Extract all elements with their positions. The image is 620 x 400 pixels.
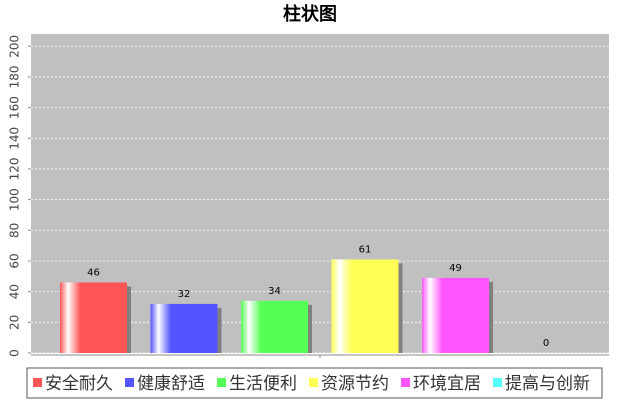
value-label: 32 bbox=[178, 289, 191, 300]
y-tick-label: 140 bbox=[8, 127, 22, 150]
bar bbox=[241, 300, 308, 353]
y-tick-label: 40 bbox=[8, 284, 22, 299]
y-tick-label: 20 bbox=[8, 315, 22, 330]
y-tick-label: 100 bbox=[8, 188, 22, 211]
legend-label: 环境宜居 bbox=[413, 374, 481, 394]
legend-label: 资源节约 bbox=[321, 374, 389, 394]
y-tick-label: 80 bbox=[8, 223, 22, 238]
value-label: 46 bbox=[87, 267, 100, 278]
legend-swatch bbox=[309, 378, 318, 387]
value-label: 0 bbox=[543, 338, 549, 349]
y-tick-label: 160 bbox=[8, 96, 22, 119]
bar bbox=[150, 303, 218, 353]
value-label: 34 bbox=[268, 286, 281, 297]
y-tick-label: 0 bbox=[8, 349, 22, 357]
legend-swatch bbox=[493, 378, 502, 387]
y-tick-label: 200 bbox=[8, 35, 22, 58]
value-label: 49 bbox=[449, 263, 462, 274]
legend-swatch bbox=[33, 378, 42, 387]
legend-swatch bbox=[217, 378, 226, 387]
legend: 安全耐久 健康舒适 生活便利 资源节约 环境宜居 提高与创新 bbox=[26, 367, 603, 399]
chart-title: 柱状图 bbox=[283, 3, 337, 25]
legend-swatch bbox=[401, 378, 410, 387]
y-tick-label: 180 bbox=[8, 65, 22, 88]
bar bbox=[422, 277, 489, 353]
y-tick-label: 120 bbox=[8, 158, 22, 181]
legend-swatch bbox=[125, 378, 134, 387]
bar bbox=[60, 282, 127, 353]
legend-label: 健康舒适 bbox=[137, 374, 205, 394]
y-tick-label: 60 bbox=[8, 253, 22, 268]
legend-label: 安全耐久 bbox=[45, 374, 113, 394]
bar bbox=[331, 259, 399, 353]
legend-label: 提高与创新 bbox=[505, 374, 590, 394]
value-label: 61 bbox=[359, 244, 372, 255]
legend-label: 生活便利 bbox=[229, 374, 297, 394]
